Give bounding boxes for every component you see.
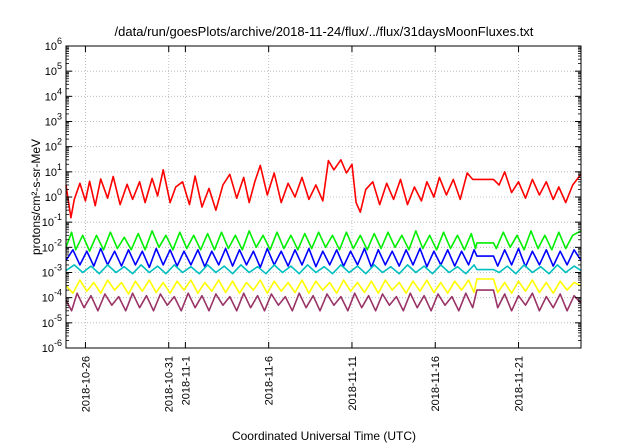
y-tick-label: 10-4 [42,288,62,305]
y-tick-label: 10-2 [42,237,62,254]
series-group [65,159,582,312]
series-line-4 [65,264,582,275]
y-tick-label: 10-3 [42,263,62,280]
y-tick-label: 10-1 [42,212,62,229]
x-tick-label: 2018-11-21 [514,356,526,411]
x-tick-label: 2018-11-16 [430,356,442,411]
y-tick-label: 103 [45,112,62,129]
y-tick-label: 105 [45,61,62,78]
y-tick-label: 100 [45,187,62,204]
series-line-2 [65,230,582,252]
x-axis: 2018-10-26 2018-10-31 2018-11-1 2018-11-6 20… [80,46,526,412]
y-axis: 10-6 10-5 10-4 10-3 10-2 10-1 100 101 102 103 104 1… [42,36,581,355]
series-line-6 [65,289,582,312]
series-line-1 [65,159,582,219]
x-tick-label: 2018-11-1 [180,356,192,405]
y-tick-label: 106 [45,36,62,53]
y-tick-label: 104 [45,86,62,103]
y-tick-label: 10-6 [42,338,62,355]
y-axis-label: protons/cm²-s-sr-MeV [29,139,43,255]
x-axis-label: Coordinated Universal Time (UTC) [232,429,416,443]
x-tick-label: 2018-11-6 [264,356,276,405]
series-line-5 [65,278,582,295]
series-line-3 [65,247,582,269]
y-tick-label: 102 [45,137,62,154]
y-tick-label: 10-5 [42,313,62,330]
chart-title: /data/run/goesPlots/archive/2018-11-24/f… [115,24,534,39]
x-tick-label: 2018-10-31 [164,356,176,412]
y-tick-label: 101 [45,162,62,179]
x-tick-label: 2018-10-26 [80,356,92,412]
x-tick-label: 2018-11-11 [347,356,359,411]
